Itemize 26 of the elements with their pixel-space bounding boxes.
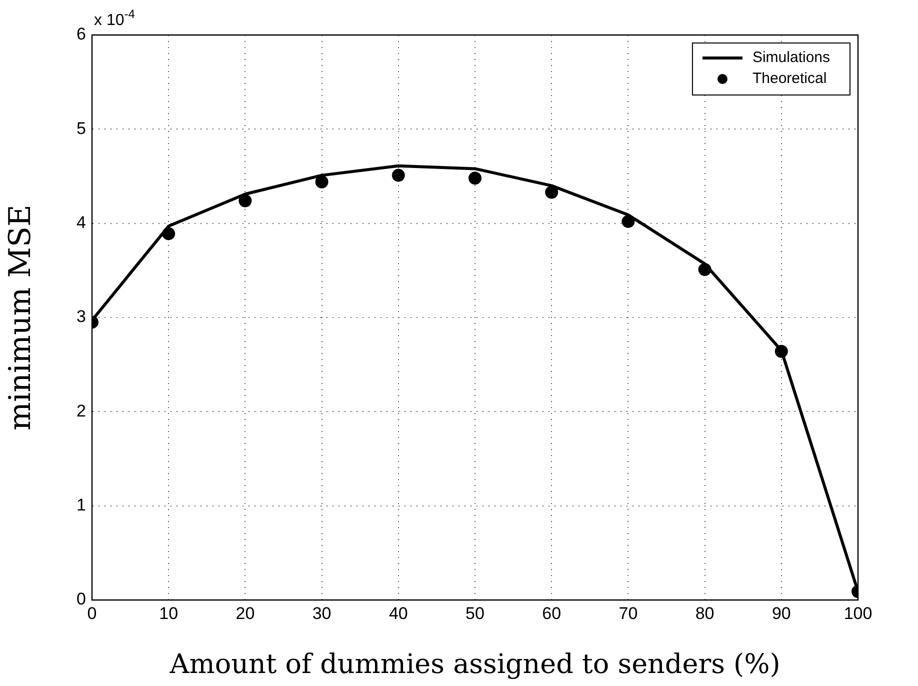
x-tick-label: 20 [236, 604, 255, 623]
point [315, 175, 328, 188]
x-axis-title: Amount of dummies assigned to senders (%) [168, 648, 780, 680]
legend-label: Simulations [752, 49, 830, 66]
x-tick-label: 40 [388, 604, 408, 623]
y-tick-label: 0 [76, 590, 86, 609]
x-tick-label: 50 [466, 604, 484, 623]
point [468, 172, 482, 185]
y-tick-label: 3 [76, 307, 86, 326]
legend-label: Theoretical [752, 70, 827, 88]
y-tick-label: 6 [76, 24, 86, 44]
y-tick-label: 5 [76, 118, 86, 138]
point [238, 194, 252, 208]
y-tick-label: 1 [76, 496, 86, 515]
x-tick-label: 80 [695, 604, 714, 623]
x-tick-label: 100 [844, 604, 872, 623]
point [392, 168, 405, 182]
x-tick-label: 30 [312, 604, 332, 623]
x-tick-label: 90 [772, 604, 791, 623]
point [545, 186, 558, 199]
y-tick-label: 4 [76, 213, 86, 232]
x-tick-label: 70 [618, 604, 638, 623]
x-tick-label: 10 [159, 604, 178, 623]
x-tick-label: 60 [542, 604, 562, 623]
y-axis-title: minimum MSE [2, 204, 38, 430]
y-tick-label: 2 [76, 401, 86, 420]
